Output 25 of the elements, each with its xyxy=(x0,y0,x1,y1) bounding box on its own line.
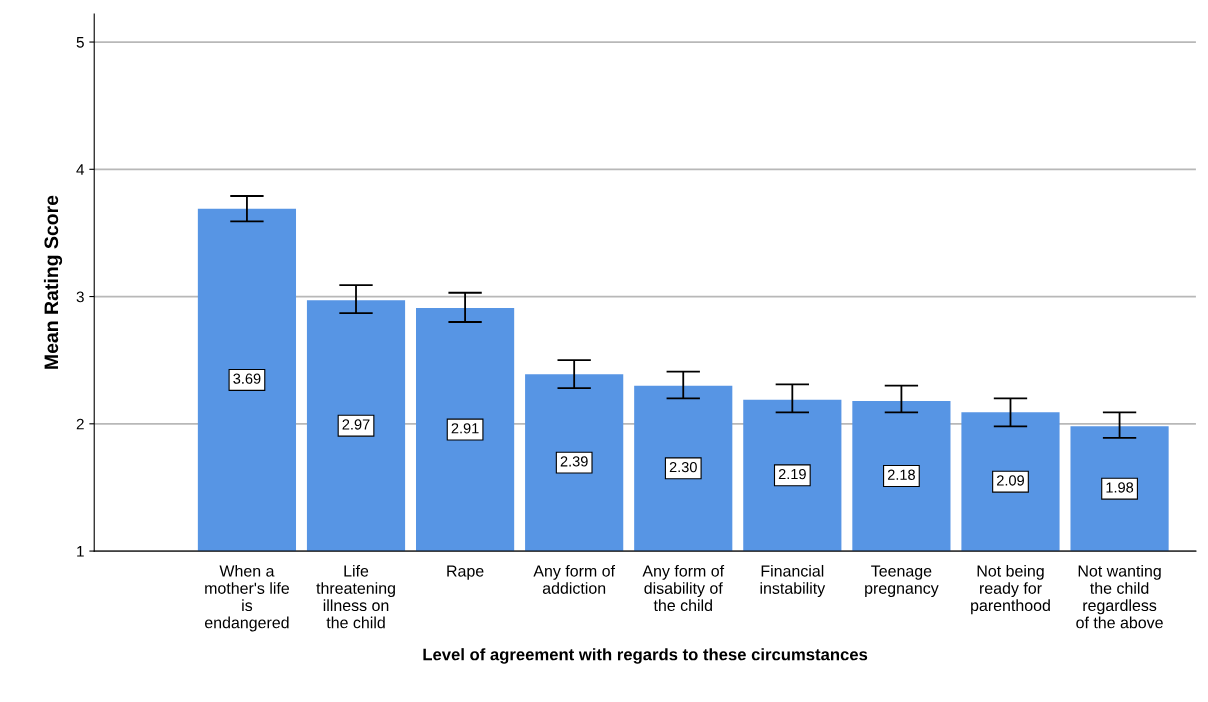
data-label: 3.69 xyxy=(233,373,261,384)
data-label: 2.97 xyxy=(342,419,370,430)
x-tick-label: Rape xyxy=(447,565,484,580)
x-tick-label: Teenage pregnancy xyxy=(865,565,939,598)
x-tick-label: Not wanting the child regardless of the above xyxy=(1076,564,1163,629)
data-label: 2.18 xyxy=(887,469,915,480)
y-axis-title: Mean Rating Score xyxy=(43,195,63,369)
x-tick-label: When a mother's life is endangered xyxy=(204,564,290,632)
x-tick-label: Not being ready for parenthood xyxy=(971,564,1050,615)
y-tick-label: 3 xyxy=(76,291,84,303)
data-label: 2.30 xyxy=(669,461,697,473)
y-tick-label: 4 xyxy=(76,164,85,175)
x-axis-title: Level of agreement with regards to these circumstances xyxy=(423,648,868,664)
x-tick-label: Any form of disability of the child xyxy=(642,564,725,612)
data-label: 2.09 xyxy=(997,475,1024,486)
x-tick-label: Financial instability xyxy=(760,564,826,598)
x-tick-label: Any form of addiction xyxy=(533,564,616,594)
y-tick-label: 5 xyxy=(76,37,84,48)
data-label: 2.19 xyxy=(778,468,806,480)
x-tick-label: Life threatening illness on the child xyxy=(316,564,395,629)
data-label: 2.39 xyxy=(560,456,588,467)
y-tick-label: 1 xyxy=(77,546,84,557)
data-label: 1.98 xyxy=(1106,482,1134,493)
data-label: 2.91 xyxy=(451,423,479,434)
y-tick-label: 2 xyxy=(76,418,84,430)
